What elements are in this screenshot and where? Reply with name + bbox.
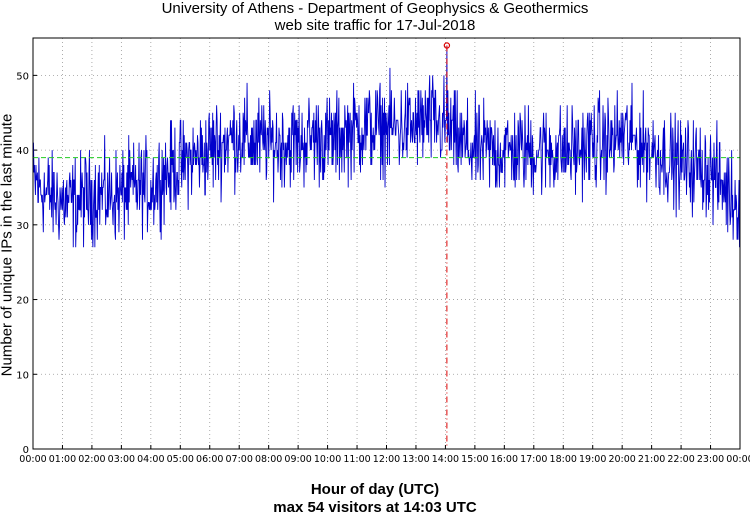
traffic-series-line	[32, 45, 741, 248]
max-visitors-note: max 54 visitors at 14:03 UTC	[273, 499, 477, 516]
x-tick-label: 00:00	[19, 454, 46, 465]
x-tick-label: 16:00	[491, 454, 518, 465]
x-tick-label: 17:00	[520, 454, 547, 465]
y-tick-label: 30	[16, 221, 29, 232]
x-tick-label: 01:00	[49, 454, 76, 465]
x-tick-label: 05:00	[167, 454, 194, 465]
y-tick-label: 0	[23, 445, 29, 456]
x-tick-label: 07:00	[226, 454, 253, 465]
x-tick-label: 13:00	[402, 454, 429, 465]
x-tick-label: 09:00	[284, 454, 311, 465]
y-tick-label: 10	[16, 370, 29, 381]
y-tick-label: 50	[16, 71, 29, 82]
x-tick-label: 11:00	[343, 454, 370, 465]
x-tick-label: 06:00	[196, 454, 223, 465]
x-tick-label: 02:00	[78, 454, 105, 465]
x-tick-label: 19:00	[579, 454, 606, 465]
x-tick-label: 23:00	[697, 454, 724, 465]
y-tick-label: 20	[16, 296, 29, 307]
x-tick-label: 12:00	[373, 454, 400, 465]
x-axis-label: Hour of day (UTC)	[310, 481, 440, 498]
plot-frame	[32, 37, 741, 450]
chart-title: University of Athens - Department of Geo…	[161, 0, 589, 17]
x-tick-label: 14:00	[432, 454, 459, 465]
x-tick-label: 08:00	[255, 454, 282, 465]
x-tick-label: 18:00	[550, 454, 577, 465]
plot-area	[33, 38, 740, 449]
x-tick-label: 00:00	[726, 454, 750, 465]
x-tick-label: 21:00	[638, 454, 665, 465]
x-tick-label: 04:00	[137, 454, 164, 465]
x-tick-label: 10:00	[314, 454, 341, 465]
x-tick-label: 15:00	[461, 454, 488, 465]
peak-marker	[443, 42, 451, 49]
y-tick-label: 40	[16, 146, 29, 157]
x-tick-label: 03:00	[108, 454, 135, 465]
x-tick-label: 20:00	[608, 454, 635, 465]
chart-subtitle: web site traffic for 17-Jul-2018	[274, 17, 476, 34]
x-tick-label: 22:00	[667, 454, 694, 465]
y-axis-label: Number of unique IPs in the last minute	[0, 113, 16, 377]
